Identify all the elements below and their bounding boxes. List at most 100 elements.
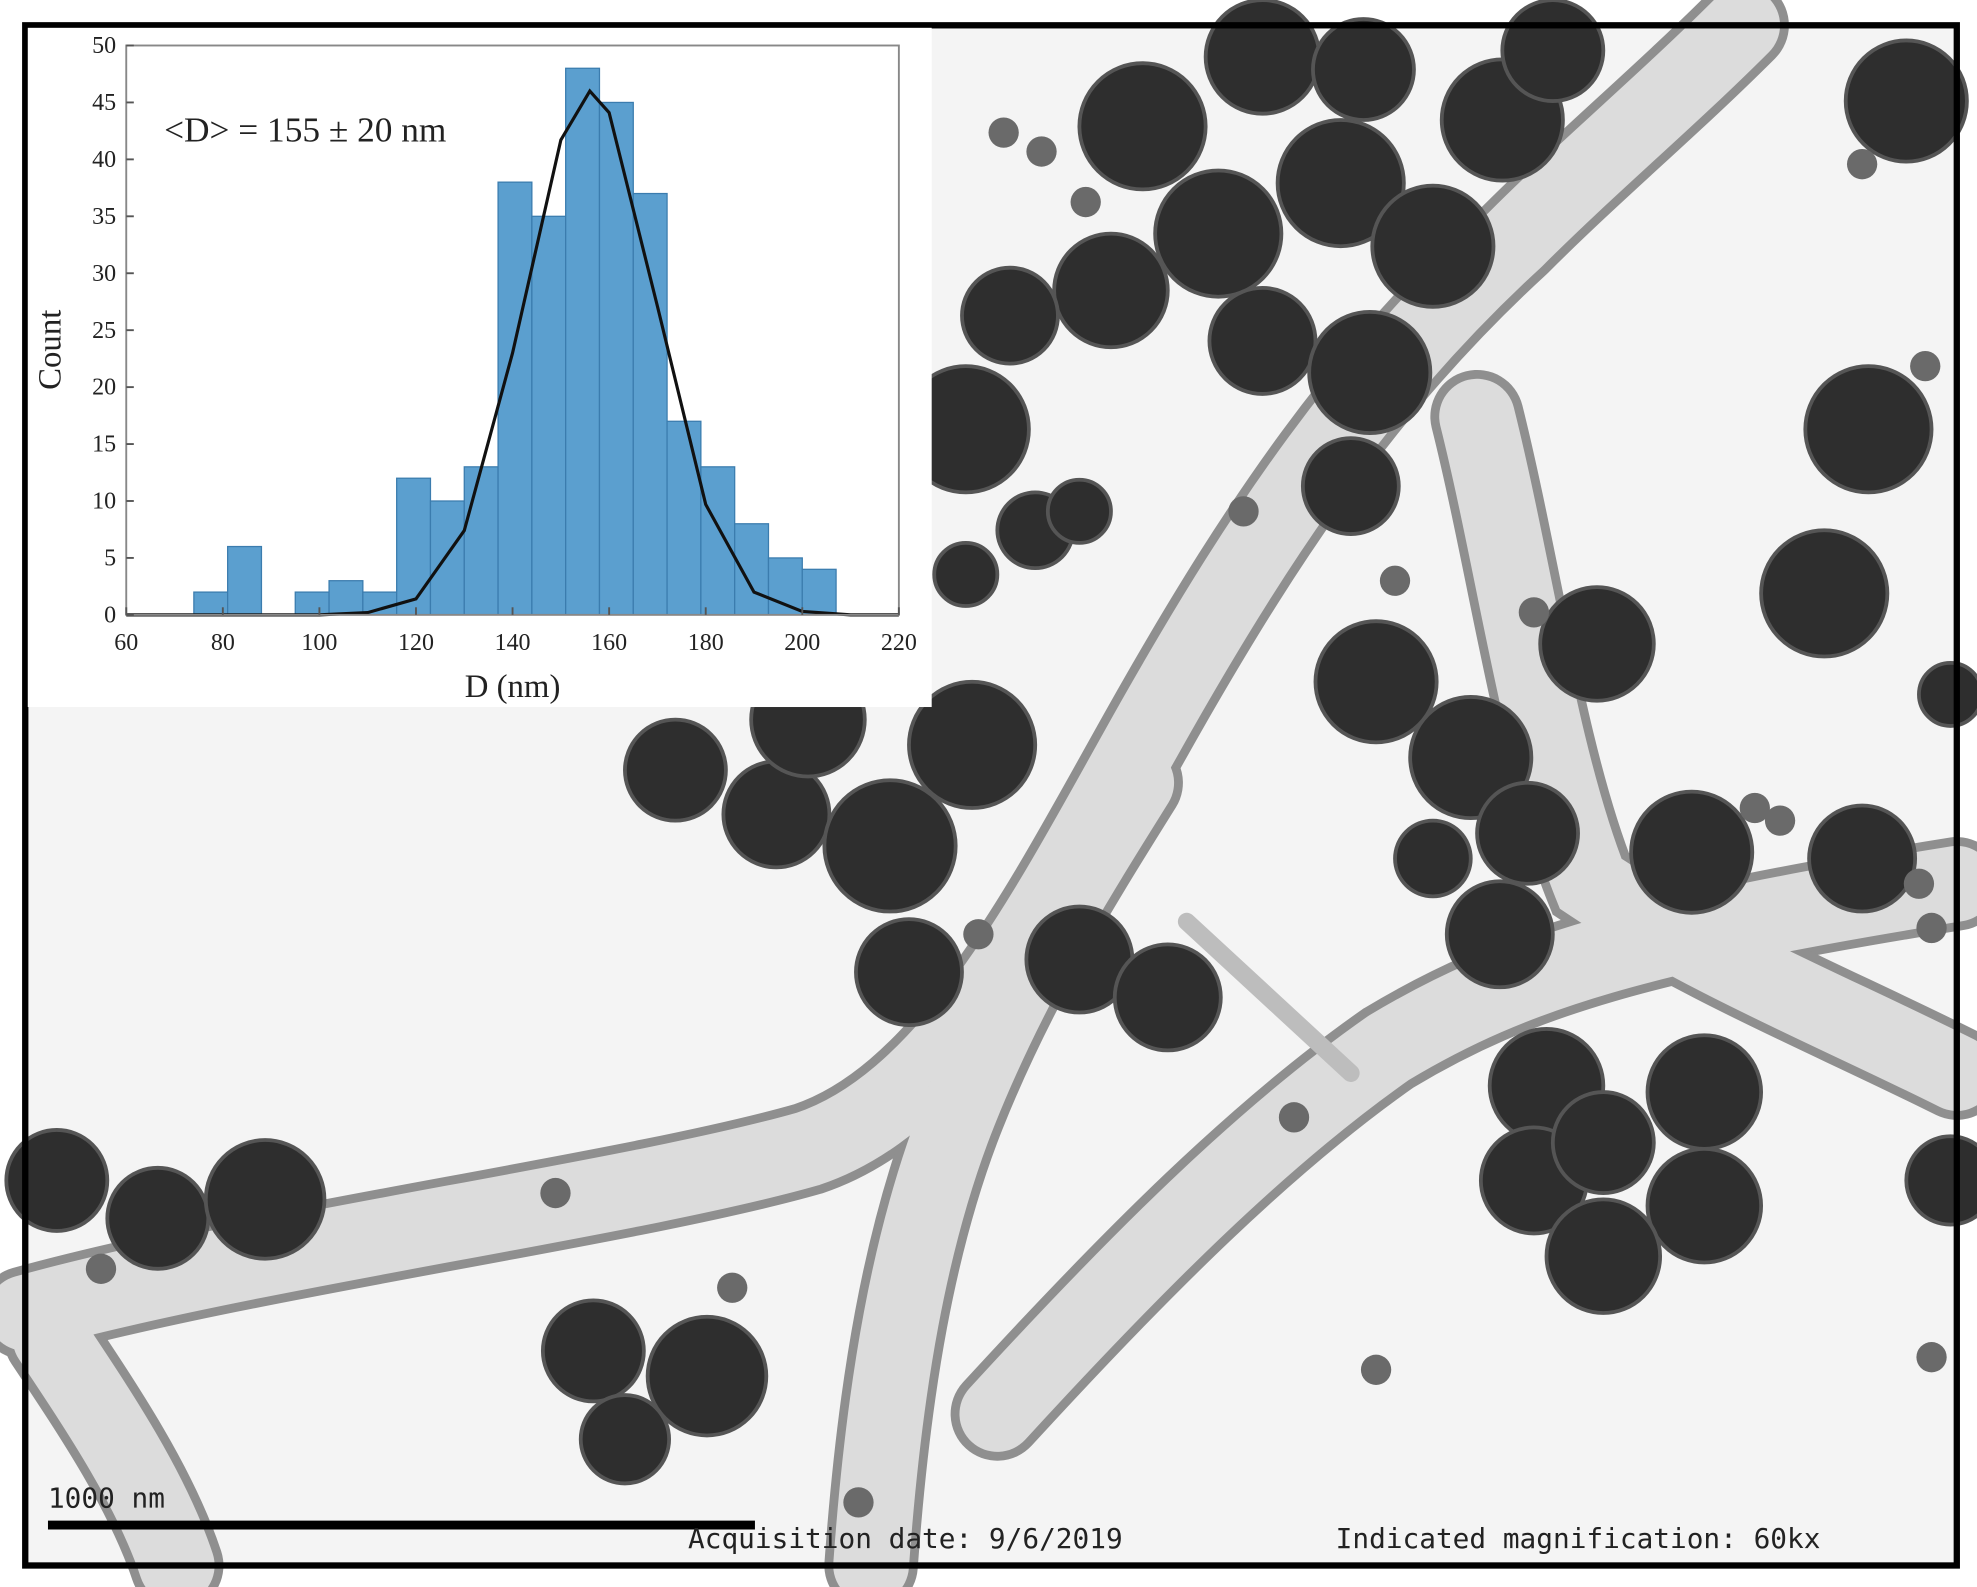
particle xyxy=(578,1393,671,1486)
particle-cluster xyxy=(963,919,994,950)
x-tick-label: 100 xyxy=(301,630,337,656)
particle-cluster xyxy=(1379,565,1411,596)
particle xyxy=(1045,477,1113,545)
particle-cluster xyxy=(1278,1102,1310,1133)
nanoparticles xyxy=(4,0,1977,1518)
y-tick-label: 20 xyxy=(92,375,116,401)
particle-cluster xyxy=(1846,149,1878,180)
particle xyxy=(1500,0,1606,103)
particle xyxy=(1207,285,1318,396)
particle xyxy=(1807,803,1918,914)
particle-cluster xyxy=(1518,597,1550,628)
particle xyxy=(4,1128,110,1233)
particle-cluster xyxy=(843,1487,874,1518)
bar xyxy=(396,477,432,616)
particle-cluster xyxy=(540,1177,571,1209)
particle xyxy=(1550,1090,1656,1195)
y-tick-label: 35 xyxy=(92,204,116,230)
particle xyxy=(645,1314,769,1438)
histogram-inset: <D> = 155 ± 20 nm D (nm) Count 0 5 10 15 20 2… xyxy=(27,27,932,708)
y-tick-label: 15 xyxy=(92,432,116,458)
particle xyxy=(540,1298,646,1404)
particle xyxy=(1307,309,1433,435)
particle-cluster xyxy=(1764,805,1796,836)
particle xyxy=(932,541,1000,608)
image-border xyxy=(22,22,1960,1569)
particle xyxy=(1203,0,1322,116)
particle xyxy=(1444,879,1555,990)
particle xyxy=(1917,660,1977,728)
particle-cluster xyxy=(1070,186,1101,218)
bar xyxy=(227,545,263,616)
bar xyxy=(531,215,567,616)
bar xyxy=(700,466,736,616)
particle xyxy=(1544,1197,1663,1315)
particle xyxy=(1077,61,1208,192)
particle xyxy=(1275,118,1406,249)
particle xyxy=(1803,364,1934,495)
bar xyxy=(801,568,837,616)
y-tick-label: 0 xyxy=(104,602,116,628)
particle-cluster xyxy=(717,1272,748,1303)
particle xyxy=(1393,818,1473,899)
y-tick-label: 25 xyxy=(92,318,116,344)
y-tick-label: 45 xyxy=(92,90,116,116)
magnification: Indicated magnification: 60kx xyxy=(1336,1522,1821,1555)
particle xyxy=(1629,789,1755,915)
particle xyxy=(1904,1134,1977,1227)
particle xyxy=(1475,780,1580,886)
particle-cluster xyxy=(1360,1354,1392,1385)
particle-cluster xyxy=(1739,792,1770,824)
bar xyxy=(565,67,601,616)
bar xyxy=(497,181,533,616)
particle-cluster xyxy=(1916,1342,1947,1373)
x-tick-label: 200 xyxy=(784,630,820,656)
x-tick-label: 220 xyxy=(881,630,917,656)
particle-cluster xyxy=(1026,136,1057,167)
bar xyxy=(294,591,330,616)
particle xyxy=(105,1165,211,1271)
y-tick-label: 5 xyxy=(104,546,116,572)
particle xyxy=(854,917,964,1028)
bar xyxy=(598,101,634,616)
particle xyxy=(1538,585,1656,703)
y-tick-label: 50 xyxy=(92,33,116,59)
bar xyxy=(429,500,465,616)
x-tick-label: 80 xyxy=(211,630,235,656)
particle-cluster xyxy=(85,1253,117,1284)
annotation: <D> = 155 ± 20 nm xyxy=(164,110,446,149)
particle xyxy=(1408,695,1534,821)
particle xyxy=(1843,38,1969,164)
bar xyxy=(328,580,364,616)
particle xyxy=(1313,619,1439,745)
particle xyxy=(1052,231,1170,350)
particle xyxy=(203,1138,327,1261)
x-tick-label: 60 xyxy=(114,630,138,656)
particle xyxy=(1112,942,1223,1053)
particle xyxy=(960,265,1060,366)
acquisition-date: Acquisition date: 9/6/2019 xyxy=(688,1522,1123,1555)
particle-cluster xyxy=(988,117,1019,148)
x-tick-label: 160 xyxy=(591,630,627,656)
y-tick-label: 40 xyxy=(92,147,116,173)
particle-cluster xyxy=(1916,912,1947,944)
bar xyxy=(463,466,499,616)
particle xyxy=(1645,1146,1764,1265)
particle xyxy=(907,679,1038,810)
particle xyxy=(1759,528,1890,659)
y-tick-label: 30 xyxy=(92,261,116,287)
particle xyxy=(1311,17,1416,122)
particle xyxy=(1370,183,1496,309)
particle xyxy=(1300,436,1401,536)
particle xyxy=(1645,1033,1764,1151)
particle-cluster xyxy=(1228,496,1259,527)
particle xyxy=(822,778,958,914)
y-tick-label: 10 xyxy=(92,489,116,515)
x-axis-label: D (nm) xyxy=(465,669,561,705)
y-axis-label: Count xyxy=(33,310,69,390)
bar xyxy=(632,192,668,616)
